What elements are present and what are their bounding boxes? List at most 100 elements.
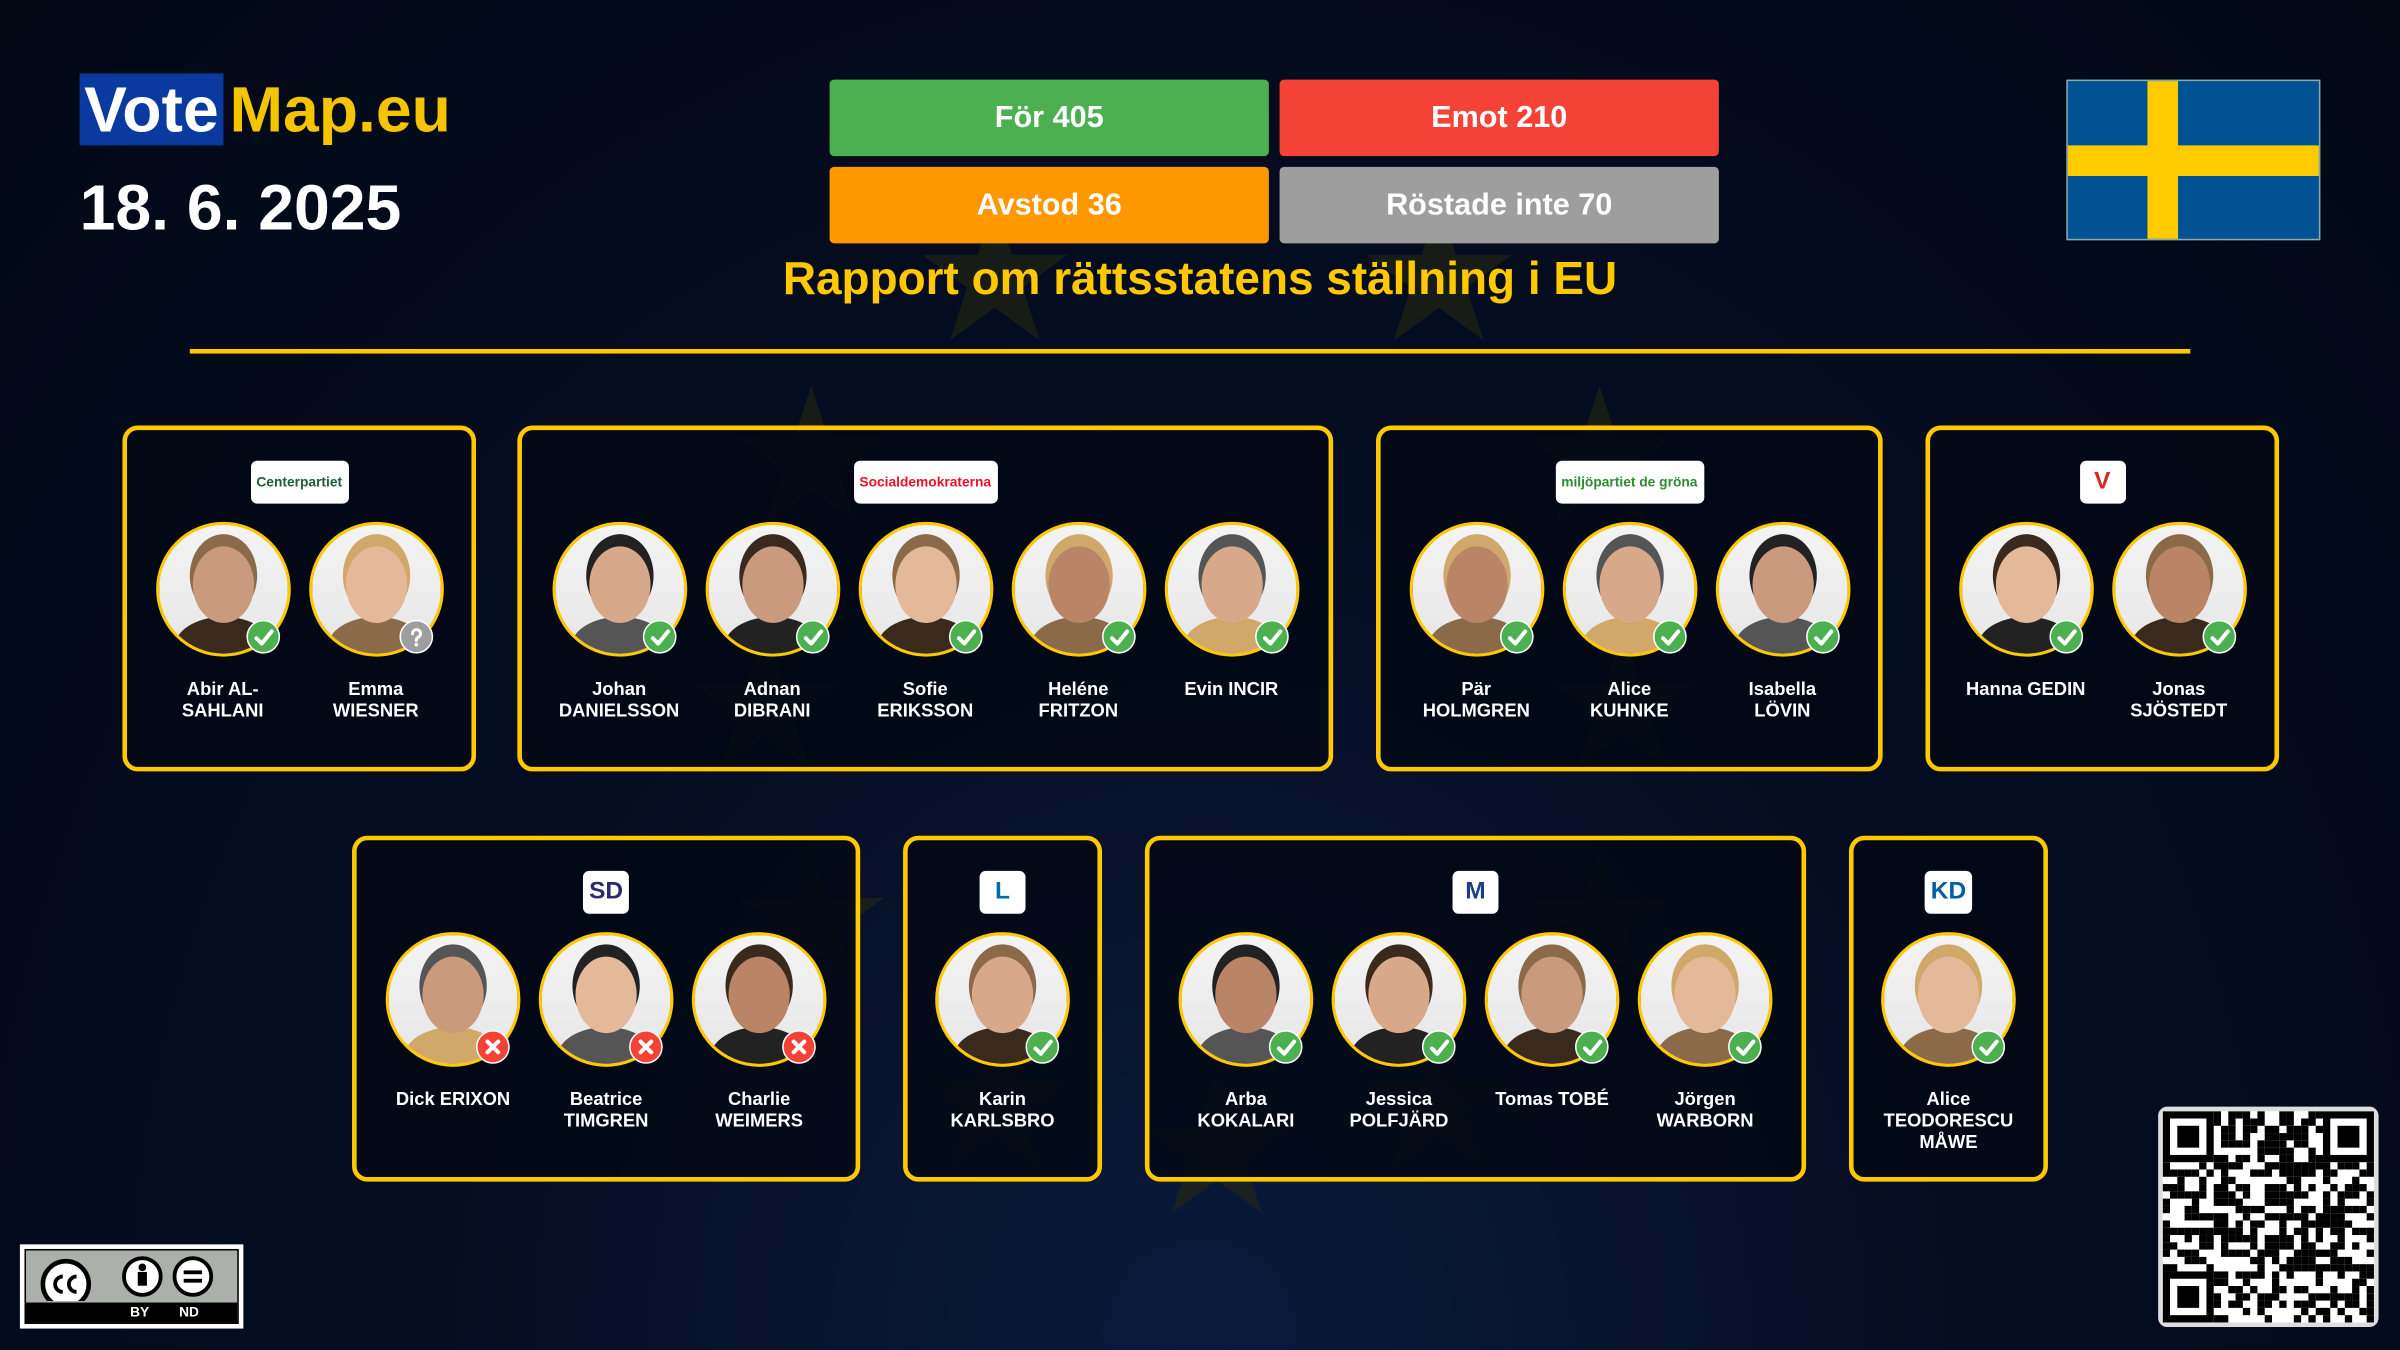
mep-card[interactable]: Johan DANIELSSON (543, 521, 696, 721)
qr-code-icon (2158, 1106, 2379, 1328)
party-logo: Centerpartiet (250, 460, 349, 504)
mep-card[interactable]: Emma WIESNER (299, 521, 452, 721)
vote-date: 18. 6. 2025 (79, 171, 402, 244)
mep-name: Evin INCIR (1184, 678, 1279, 700)
mep-card[interactable]: Adnan DIBRANI (696, 521, 849, 721)
mep-photo (2111, 521, 2247, 657)
mep-name: Jörgen WARBORN (1656, 1088, 1754, 1132)
check-icon (1652, 619, 1686, 654)
mep-photo (704, 521, 840, 657)
mep-card[interactable]: Abir AL- SAHLANI (146, 521, 299, 721)
mep-photo (857, 521, 993, 657)
vote-title: Rapport om rättsstatens ställning i EU (782, 254, 1618, 305)
check-icon (1728, 1030, 1762, 1064)
mep-name: Alice KUHNKE (1590, 678, 1669, 721)
party-group: KD Alice TEODORESCU MÅWE (1848, 835, 2048, 1182)
party-group: SD Dick ERIXON Beatrice TIMGREN Charlie … (352, 835, 861, 1182)
mep-card[interactable]: Jessica POLFJÄRD (1322, 932, 1475, 1131)
not-voted-count: Röstade inte 70 (1279, 166, 1719, 244)
x-icon (476, 1030, 510, 1064)
check-icon (1421, 1030, 1456, 1064)
mep-card[interactable]: Dick ERIXON (377, 932, 530, 1110)
check-icon (1499, 619, 1533, 654)
check-icon (642, 619, 676, 654)
party-logo: L (979, 870, 1026, 914)
mep-name: Adnan DIBRANI (733, 678, 811, 721)
mep-card[interactable]: Beatrice TIMGREN (530, 932, 683, 1131)
mep-name: Beatrice TIMGREN (563, 1088, 649, 1132)
check-icon (2201, 619, 2236, 654)
mep-card[interactable]: Heléne FRITZON (1002, 521, 1155, 721)
mep-card[interactable]: Alice KUHNKE (1553, 521, 1706, 721)
party-logo: KD (1924, 870, 1973, 914)
mep-name: Abir AL- SAHLANI (181, 678, 264, 721)
against-count: Emot 210 (1279, 79, 1719, 157)
check-icon (1254, 619, 1288, 654)
license-nd: ND (179, 1304, 199, 1320)
check-icon (1574, 1030, 1609, 1064)
for-count: För 405 (829, 79, 1269, 157)
divider (189, 348, 2191, 354)
check-icon (1025, 1030, 1060, 1064)
x-icon (782, 1030, 816, 1064)
mep-photo (155, 521, 291, 657)
mep-name: Jonas SJÖSTEDT (2130, 678, 2228, 721)
mep-card[interactable]: Arba KOKALARI (1169, 932, 1322, 1131)
mep-card[interactable]: Charlie WEIMERS (683, 932, 836, 1131)
mep-card[interactable]: Hanna GEDIN (1949, 521, 2102, 700)
mep-name: Pär HOLMGREN (1422, 678, 1530, 721)
mep-card[interactable]: Tomas TOBÉ (1475, 932, 1628, 1110)
eu-star-icon (1362, 199, 1515, 352)
mep-name: Isabella LÖVIN (1748, 678, 1817, 721)
mep-photo (1637, 932, 1773, 1067)
mep-card[interactable]: Alice TEODORESCU MÅWE (1872, 932, 2025, 1153)
mep-photo (308, 521, 444, 657)
mep-photo (1715, 521, 1850, 657)
mep-name: Hanna GEDIN (1966, 678, 2086, 700)
logo-vote: Vote (79, 73, 224, 146)
mep-name: Dick ERIXON (395, 1088, 511, 1110)
mep-card[interactable]: Jonas SJÖSTEDT (2102, 521, 2255, 721)
votemap-logo: Vote Map.eu (79, 73, 451, 146)
mep-name: Arba KOKALARI (1197, 1088, 1295, 1132)
question-icon (398, 619, 433, 654)
check-icon (245, 619, 280, 654)
mep-name: Alice TEODORESCU MÅWE (1883, 1088, 2014, 1153)
x-icon (629, 1030, 663, 1064)
check-icon (1101, 619, 1135, 654)
party-logo: M (1452, 870, 1499, 914)
mep-card[interactable]: Jörgen WARBORN (1629, 932, 1782, 1131)
party-group: L Karin KARLSBRO (903, 835, 1103, 1182)
party-logo: miljöpartiet de gröna (1555, 460, 1704, 504)
mep-card[interactable]: Karin KARLSBRO (926, 932, 1079, 1131)
mep-name: Tomas TOBÉ (1495, 1088, 1609, 1110)
license-by: BY (130, 1304, 150, 1320)
mep-name: Johan DANIELSSON (558, 678, 680, 721)
mep-card[interactable]: Isabella LÖVIN (1706, 521, 1859, 721)
party-group: V Hanna GEDIN Jonas SJÖSTEDT (1925, 425, 2280, 772)
party-group: Socialdemokraterna Johan DANIELSSON Adna… (517, 425, 1334, 772)
party-group: M Arba KOKALARI Jessica POLFJÄRD Tomas T… (1144, 835, 1807, 1182)
logo-map: Map.eu (229, 73, 451, 146)
check-icon (1805, 619, 1840, 654)
mep-photo (1178, 932, 1314, 1067)
check-icon (2048, 619, 2083, 654)
party-group: miljöpartiet de gröna Pär HOLMGREN Alice… (1376, 425, 1883, 772)
mep-name: Karin KARLSBRO (950, 1088, 1055, 1132)
party-logo: Socialdemokraterna (853, 460, 998, 504)
mep-card[interactable]: Sofie ERIKSSON (849, 521, 1002, 721)
cc-by-nd-license-icon: BY ND (19, 1244, 244, 1329)
mep-photo (691, 932, 827, 1067)
party-logo: V (2079, 460, 2126, 504)
mep-card[interactable]: Evin INCIR (1155, 521, 1308, 700)
mep-card[interactable]: Pär HOLMGREN (1400, 521, 1553, 721)
check-icon (795, 619, 829, 654)
check-icon (1268, 1030, 1303, 1064)
check-icon (948, 619, 982, 654)
abstain-count: Avstod 36 (829, 166, 1269, 244)
sweden-flag-icon (2066, 79, 2321, 241)
check-icon (1971, 1030, 2006, 1064)
mep-name: Sofie ERIKSSON (877, 678, 974, 721)
mep-name: Emma WIESNER (332, 678, 419, 721)
